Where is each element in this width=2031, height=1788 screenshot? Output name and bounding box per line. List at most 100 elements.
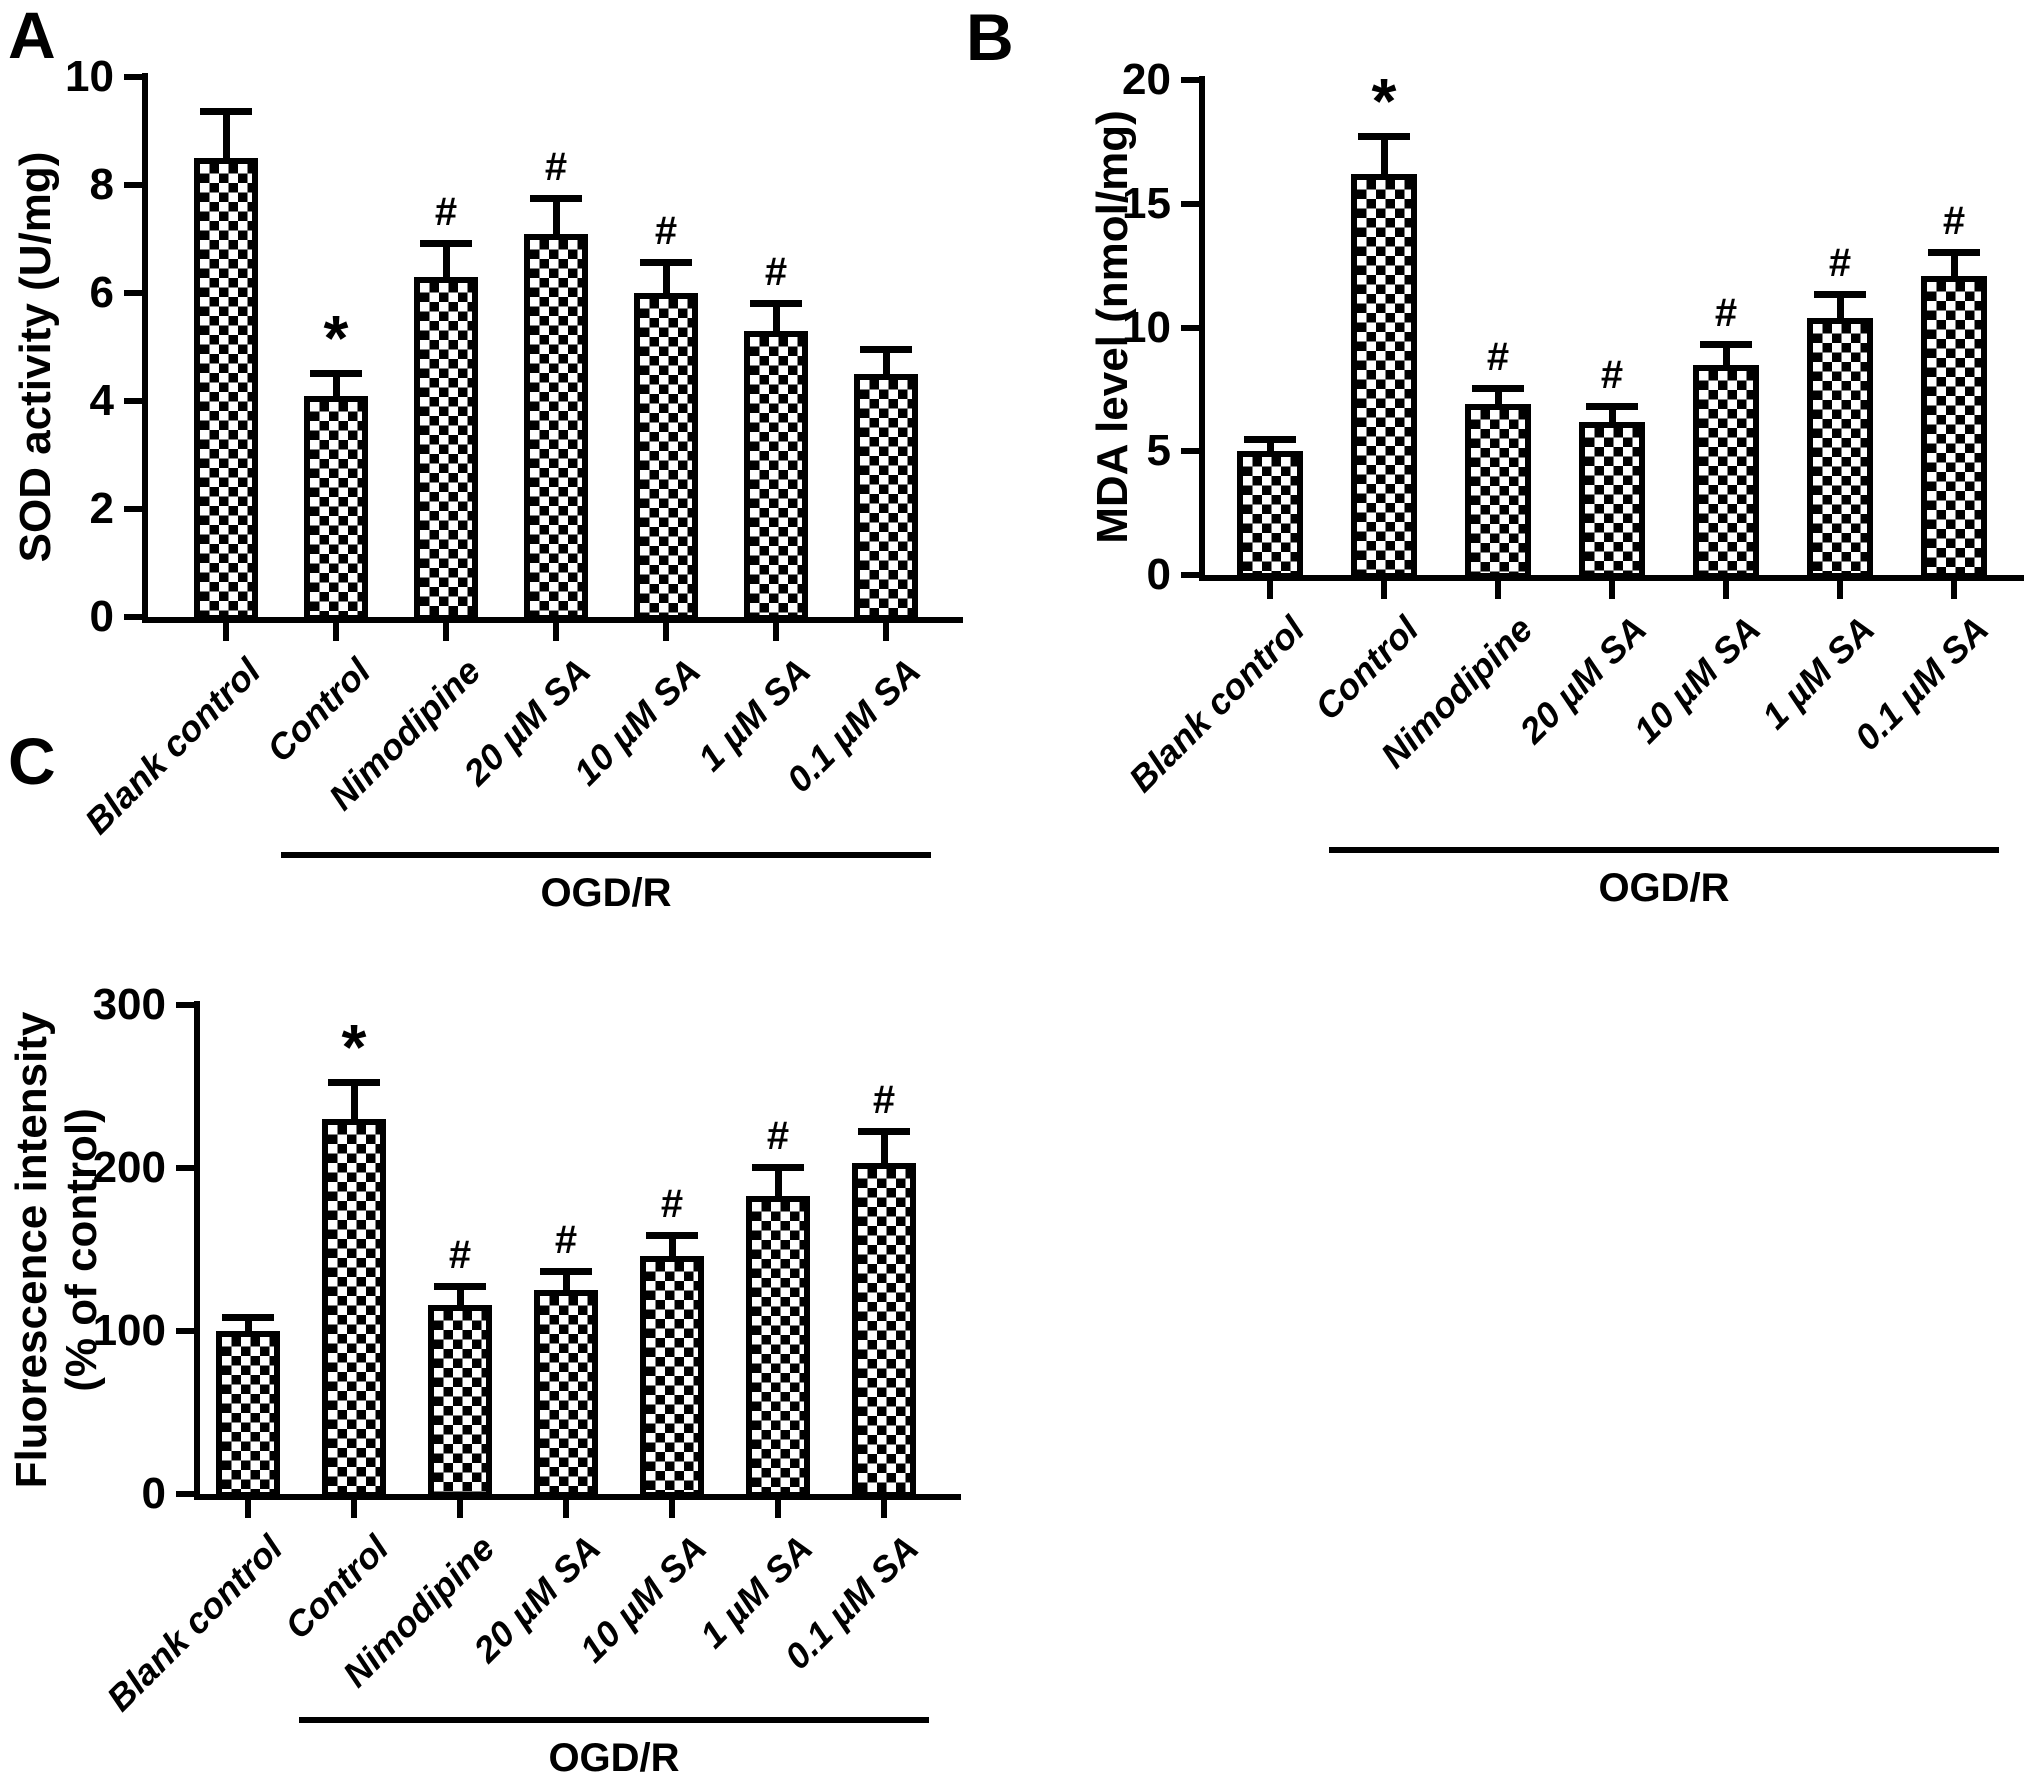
- bar: [414, 276, 478, 621]
- x-tick: [553, 623, 559, 641]
- y-tick: [1181, 77, 1199, 83]
- bar: [854, 374, 918, 621]
- y-axis: [1199, 76, 1205, 581]
- y-axis-title-line: (% of control): [57, 1108, 106, 1392]
- y-axis: [194, 1001, 200, 1500]
- error-bar-cap: [420, 240, 472, 248]
- bar: [640, 1256, 704, 1498]
- bar: [194, 158, 258, 621]
- error-bar-cap: [434, 1282, 486, 1290]
- error-bar-stem: [1494, 389, 1502, 413]
- y-tick-label: 15: [1122, 178, 1171, 228]
- panel-letter-a: A: [8, 0, 56, 72]
- error-bar-stem: [562, 1272, 570, 1299]
- x-tick: [1267, 581, 1273, 599]
- error-bar-cap: [310, 370, 362, 377]
- x-tick: [669, 1500, 675, 1518]
- error-bar-cap: [1928, 249, 1980, 257]
- error-bar-cap: [1700, 340, 1752, 348]
- y-tick-label: 4: [89, 376, 114, 425]
- error-bar-stem: [882, 349, 890, 382]
- sig-marker: *: [341, 1011, 367, 1084]
- x-tick: [1381, 581, 1387, 599]
- sig-marker: #: [448, 1232, 472, 1277]
- x-tick: [773, 623, 779, 641]
- sig-marker: #: [1714, 290, 1738, 335]
- x-tick: [443, 623, 449, 641]
- bar: [744, 330, 808, 621]
- y-tick: [176, 1002, 194, 1008]
- error-bar-stem: [662, 263, 670, 301]
- bar: [428, 1304, 492, 1498]
- error-bar-stem: [774, 1168, 782, 1204]
- y-tick-label: 6: [89, 268, 114, 317]
- bar: [322, 1119, 386, 1498]
- y-tick: [176, 1165, 194, 1171]
- y-axis-title: Fluorescence intensity (% of control): [7, 800, 107, 1700]
- y-axis-title-line: Fluorescence intensity: [7, 1011, 56, 1489]
- error-bar-stem: [350, 1083, 358, 1128]
- y-tick-label: 5: [1146, 426, 1171, 476]
- bar: [1465, 404, 1531, 579]
- y-tick: [1181, 572, 1199, 578]
- sig-marker: #: [554, 1218, 578, 1263]
- error-bar-cap: [1586, 402, 1638, 410]
- error-bar-cap: [1814, 291, 1866, 299]
- y-tick: [1181, 448, 1199, 455]
- bar: [1579, 421, 1645, 579]
- error-bar-stem: [880, 1132, 888, 1172]
- error-bar-stem: [772, 303, 780, 339]
- sig-marker: #: [764, 249, 788, 294]
- bar: [852, 1163, 916, 1498]
- error-bar-stem: [244, 1317, 252, 1339]
- panel-letter-b: B: [966, 0, 1014, 74]
- y-tick-label: 0: [141, 1469, 166, 1518]
- x-tick: [881, 1500, 887, 1518]
- error-bar-cap: [222, 1313, 274, 1321]
- y-tick: [124, 290, 142, 296]
- error-bar-cap: [860, 345, 912, 353]
- x-tick: [1837, 581, 1843, 599]
- y-tick: [1181, 324, 1199, 331]
- error-bar-cap: [750, 299, 802, 307]
- y-tick: [176, 1328, 194, 1334]
- x-tick: [1495, 581, 1501, 599]
- error-bar-stem: [1722, 344, 1730, 373]
- x-tick: [223, 623, 229, 641]
- group-line: [1329, 847, 1999, 853]
- x-tick: [351, 1500, 357, 1518]
- sig-marker: #: [766, 1114, 790, 1158]
- error-bar-stem: [552, 198, 560, 242]
- y-tick-label: 2: [89, 484, 114, 533]
- bar: [634, 293, 698, 621]
- sig-marker: #: [1486, 335, 1510, 380]
- sig-marker: #: [434, 190, 458, 235]
- error-bar-cap: [1358, 132, 1410, 140]
- y-tick: [176, 1491, 194, 1497]
- group-label: OGD/R: [548, 1736, 680, 1780]
- error-bar-cap: [530, 194, 582, 202]
- y-tick-label: 20: [1122, 55, 1171, 104]
- bar: [1351, 174, 1417, 579]
- error-bar-stem: [332, 374, 340, 404]
- y-tick-label: 0: [1146, 550, 1171, 599]
- error-bar-cap: [640, 259, 692, 267]
- sig-marker: #: [1600, 352, 1624, 397]
- error-bar-cap: [858, 1128, 910, 1136]
- x-tick: [245, 1500, 251, 1518]
- error-bar-stem: [668, 1236, 676, 1264]
- y-tick: [124, 506, 142, 512]
- y-tick-label: 0: [89, 592, 114, 641]
- error-bar-stem: [1950, 253, 1958, 284]
- group-label: OGD/R: [540, 871, 672, 915]
- error-bar-stem: [1836, 295, 1844, 326]
- x-tick: [1723, 581, 1729, 599]
- sig-marker: #: [660, 1182, 684, 1227]
- error-bar-cap: [328, 1079, 380, 1087]
- bar: [1693, 364, 1759, 579]
- y-tick: [124, 614, 142, 620]
- x-tick: [1951, 581, 1957, 599]
